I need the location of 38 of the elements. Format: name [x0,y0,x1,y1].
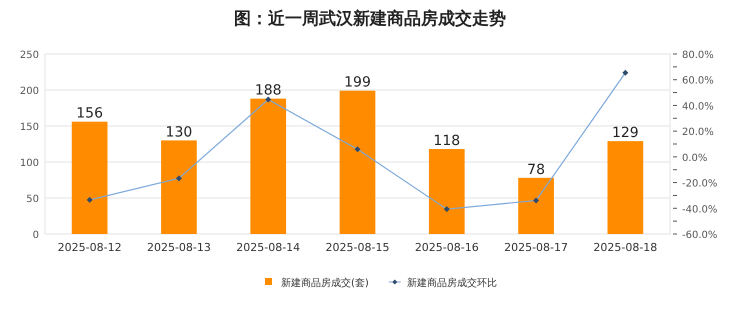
y-tick-label: 250 [20,50,39,61]
y-tick-label: 50 [26,194,39,205]
y2-tick-label: -60.0% [682,230,718,241]
bar [608,141,644,234]
data-label: 130 [166,124,192,140]
legend-label: 新建商品房成交(套) [281,277,369,289]
y-tick-label: 0 [32,230,39,241]
y-tick-label: 100 [20,158,39,169]
data-label: 199 [344,74,371,91]
bar [250,98,286,234]
x-tick-label: 2025-08-15 [326,241,390,254]
x-tick-label: 2025-08-16 [414,241,479,254]
x-tick-label: 2025-08-14 [236,241,300,254]
x-tick-label: 2025-08-13 [146,241,211,254]
data-label: 118 [433,133,460,150]
y2-tick-label: -40.0% [682,204,718,216]
x-tick-label: 2025-08-12 [58,241,122,254]
data-label: 156 [76,106,104,122]
y2-tick-label: 0.0% [682,152,708,164]
y2-tick-label: -20.0% [682,178,718,190]
y2-tick-label: 60.0% [682,76,714,87]
y2-tick-label: 80.0% [682,50,714,61]
chart-title: 图：近一周武汉新建商品房成交走势 [234,9,506,29]
bar [161,140,197,234]
data-label: 188 [254,82,282,99]
y2-tick-label: 40.0% [682,101,714,112]
bar [72,122,108,234]
data-label: 129 [612,125,639,142]
x-tick-label: 2025-08-18 [593,241,658,254]
legend-label: 新建商品房成交环比 [406,277,497,289]
y2-tick-label: 20.0% [682,127,714,138]
bar [340,90,376,234]
data-label: 78 [527,162,545,178]
x-tick-label: 2025-08-17 [504,241,568,254]
y-tick-label: 150 [20,122,39,133]
y-tick-label: 200 [20,86,39,97]
bar [518,178,554,234]
bar [428,149,465,234]
